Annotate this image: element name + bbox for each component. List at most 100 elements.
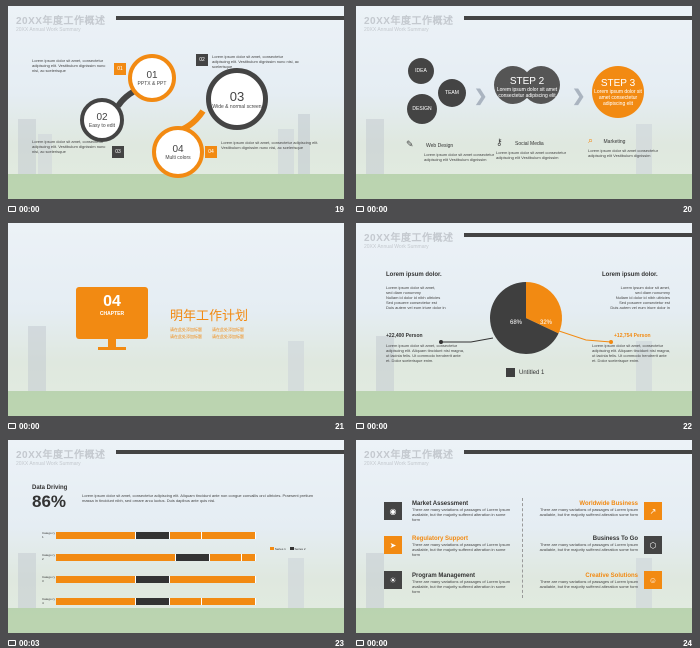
monitor-base — [98, 347, 126, 350]
slide-number: 21 — [335, 421, 344, 431]
right-leader-line — [555, 329, 612, 343]
right-bullets: Lorem ipsum dolor sit amet, sed diam nonu… — [610, 285, 670, 310]
transition-icon[interactable] — [356, 206, 364, 212]
regulatory-support: Regulatory Support There are many variati… — [412, 536, 511, 557]
bubble-idea: IDEA — [408, 58, 434, 84]
slide-24-footer: 00:00 24 — [356, 634, 692, 648]
slide-20-footer: 00:00 20 — [356, 200, 692, 218]
bar-legend: Series 1 Series 2 — [270, 547, 306, 551]
slide-title: 20XX年度工作概述 — [364, 233, 454, 244]
right-stat: +12,754 Person — [614, 333, 651, 339]
bar-row-label: Catego ry 4 — [42, 597, 56, 605]
pie-label-0: 68% — [510, 320, 523, 326]
transition-icon[interactable] — [8, 206, 16, 212]
bubble-design: DESIGN — [407, 94, 437, 124]
slide-subtitle: 20XX Annual Work Summary — [16, 27, 81, 33]
lightbulb-icon: ☀ — [384, 571, 402, 589]
tag-02: 02 — [196, 54, 208, 66]
right-leader-dot — [609, 340, 613, 344]
left-leader-line — [441, 337, 494, 343]
city-skyline-image — [8, 326, 344, 416]
text-block-3: Lorem ipsum dolor sit amet, consectetur … — [32, 139, 106, 154]
caption-marketing: ⌕ Marketing Lorem ipsum dolor sit amet c… — [588, 135, 659, 158]
slide-title: 20XX年度工作概述 — [16, 450, 106, 461]
globe-icon: ◉ — [384, 502, 402, 520]
transition-icon[interactable] — [356, 423, 364, 429]
slide-subtitle: 20XX Annual Work Summary — [16, 461, 81, 467]
step-03-circle: 03 Wide & normal screen — [206, 68, 268, 130]
slide-title: 20XX年度工作概述 — [364, 16, 454, 27]
bar-segment — [56, 531, 136, 539]
bar-segment — [170, 597, 202, 605]
chapter-title: 明年工作计划 — [170, 308, 249, 323]
bar-row-label: Catego ry 1 — [42, 531, 56, 539]
slide-subtitle: 20XX Annual Work Summary — [364, 461, 429, 467]
slide-20-thumbnail[interactable]: IDEA TEAM DESIGN ❯ STEP 2 Lorem ipsum dol… — [356, 6, 692, 199]
bar-segment — [176, 553, 210, 561]
slide-22-thumbnail[interactable]: Lorem ipsum dolor. Lorem ipsum dolor. Lo… — [356, 223, 692, 416]
pie-slice-orange — [526, 282, 562, 334]
slide-19-thumbnail[interactable]: 01 02 03 04 Lorem ipsum dolor sit amet, … — [8, 6, 344, 199]
bar-row: Catego ry 4 — [42, 596, 268, 606]
tag-01: 01 — [114, 63, 126, 75]
bar-row: Catego ry 2 — [42, 552, 268, 562]
slide-number: 20 — [683, 204, 692, 214]
tag-04: 04 — [205, 146, 217, 158]
caption-web-design: ✎ Web Design Lorem ipsum dolor sit amet … — [406, 139, 495, 162]
cube-icon: ⬡ — [644, 536, 662, 554]
transition-icon[interactable] — [8, 423, 16, 429]
city-skyline-image — [356, 119, 692, 199]
text-block-4: Lorem ipsum dolor sit amet, consectetur … — [221, 140, 319, 150]
paper-plane-icon: ➤ — [384, 536, 402, 554]
trend-chart-icon: ↗ — [644, 502, 662, 520]
bar-segment — [56, 597, 136, 605]
pen-icon: ✎ — [406, 139, 414, 149]
slide-number: 23 — [335, 638, 344, 648]
chapter-sub-list: 请在此处添加标题 请在此处添加标题 请在此处添加标题 请在此处添加标题 — [170, 327, 244, 339]
step3-circle: STEP 3 Lorem ipsum dolor sit amet consect… — [592, 66, 644, 118]
bar-row-label: Catego ry 3 — [42, 575, 56, 583]
creative-solutions: Creative Solutions There are many variati… — [539, 573, 638, 589]
market-assessment: Market Assessment There are many variatio… — [412, 501, 511, 522]
bar-segment — [210, 553, 242, 561]
bar-segment — [242, 553, 256, 561]
left-leader-dot — [439, 340, 443, 344]
bar-segment — [136, 575, 170, 583]
caption-social-media: ⚷ Social Media Lorem ipsum dolor sit ame… — [496, 137, 567, 160]
slide-21-thumbnail[interactable]: 04 CHAPTER 明年工作计划 请在此处添加标题 请在此处添加标题 请在此处添… — [8, 223, 344, 416]
timing-label: 00:00 — [367, 204, 388, 214]
right-para: Lorem ipsum dolor sit amet, consectetur … — [592, 343, 671, 363]
bubble-team: TEAM — [438, 79, 466, 107]
transition-icon[interactable] — [8, 640, 16, 646]
slide-title: 20XX年度工作概述 — [16, 16, 106, 27]
timing-label: 00:03 — [19, 638, 40, 648]
slide-24-thumbnail[interactable]: ◉ ➤ ☀ Market Assessment There are many va… — [356, 440, 692, 633]
slide-subtitle: 20XX Annual Work Summary — [364, 27, 429, 33]
tag-03: 03 — [112, 146, 124, 158]
header-bar — [116, 16, 344, 20]
step-04-circle: 04 Multi colors — [152, 126, 204, 178]
right-title: Lorem ipsum dolor. — [602, 272, 658, 278]
step2-bubble-b — [522, 66, 560, 104]
bar-segment — [136, 531, 170, 539]
transition-icon[interactable] — [356, 640, 364, 646]
bar-row: Catego ry 1 — [42, 530, 268, 540]
slide-23-thumbnail[interactable]: Data Driving 86% Lorem ipsum dolor sit a… — [8, 440, 344, 633]
intro-text: Lorem ipsum dolor sit amet, consectetur … — [82, 493, 314, 503]
bar-segment — [202, 531, 256, 539]
text-block-1: Lorem ipsum dolor sit amet, consectetur … — [32, 58, 106, 73]
timing-label: 00:00 — [19, 204, 40, 214]
bar-segment — [202, 597, 256, 605]
header-bar — [464, 16, 692, 20]
legend-swatch — [506, 368, 515, 377]
left-stat: +22,400 Person — [386, 333, 423, 339]
step2-text: STEP 2 Lorem ipsum dolor sit amet consect… — [496, 76, 558, 99]
city-skyline-image — [8, 114, 344, 199]
program-management: Program Management There are many variati… — [412, 573, 511, 594]
left-title: Lorem ipsum dolor. — [386, 272, 442, 278]
bar-segment — [136, 597, 170, 605]
business-to-go: Business To Go There are many variations … — [539, 536, 638, 552]
people-icon: ☺ — [644, 571, 662, 589]
arrow-icon: ❯ — [572, 88, 586, 105]
slide-number: 24 — [683, 638, 692, 648]
